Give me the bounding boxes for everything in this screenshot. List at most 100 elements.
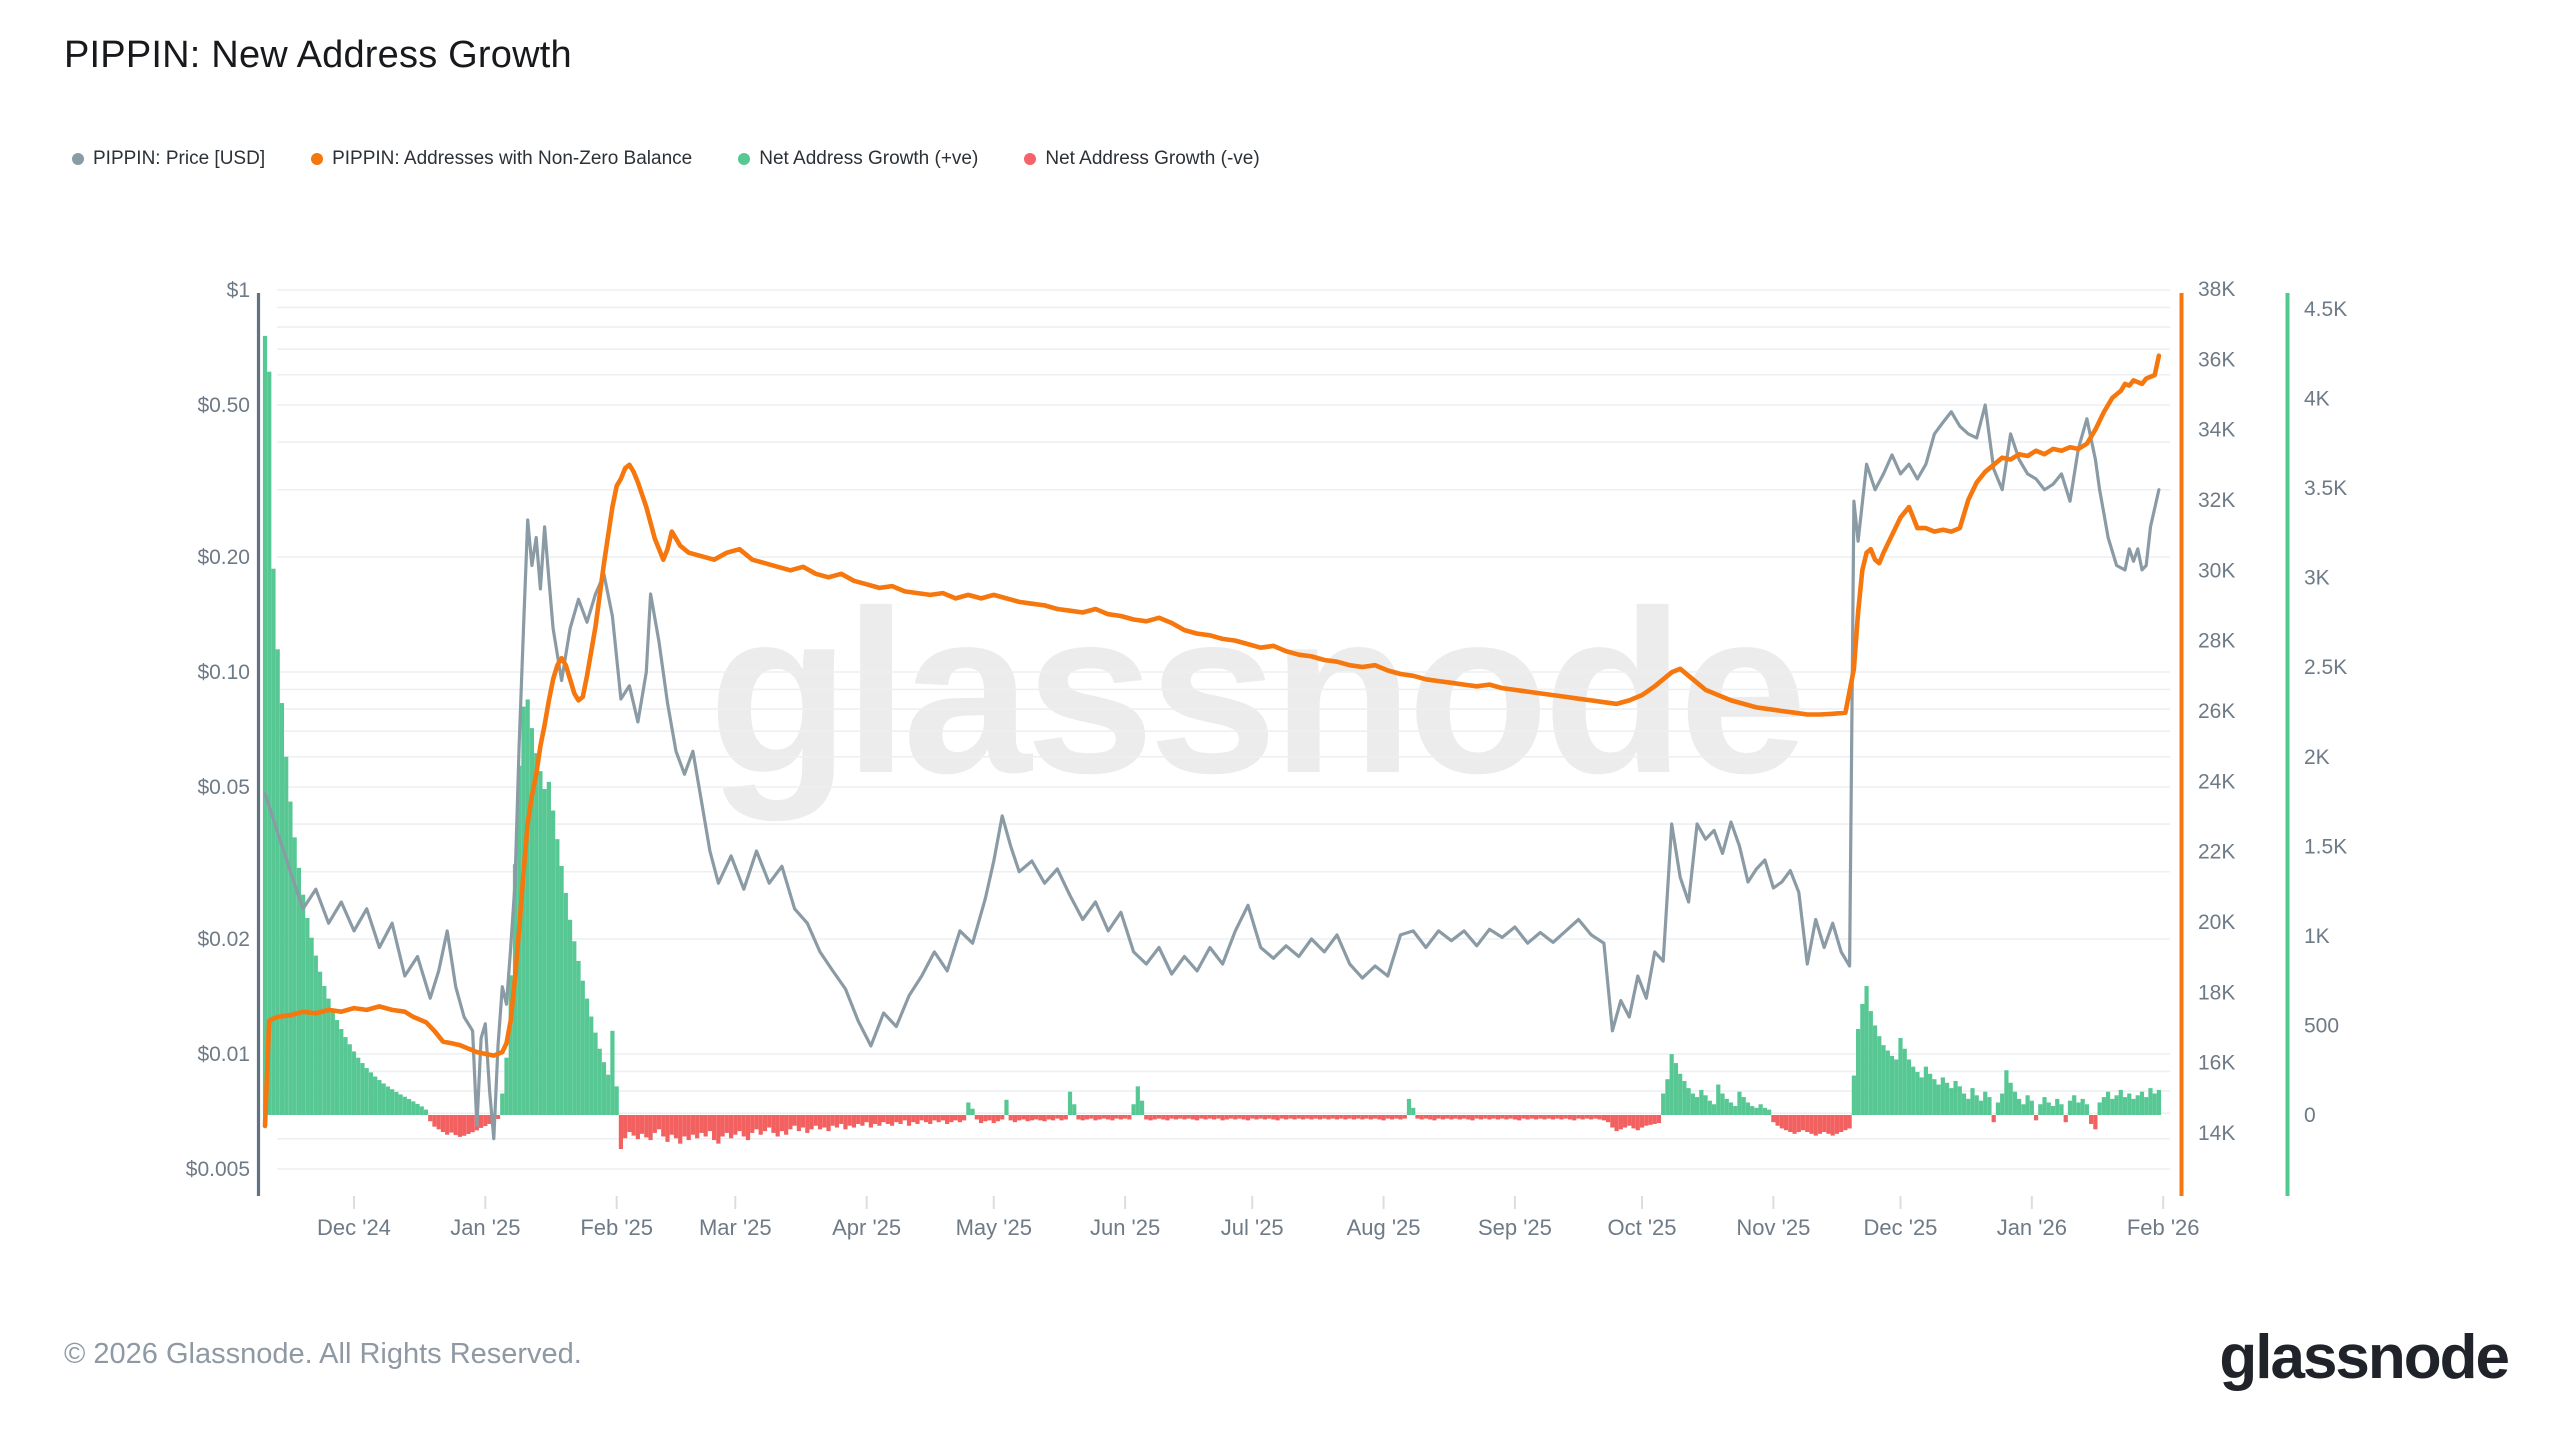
- net-growth-negative-bar: [1644, 1115, 1649, 1126]
- x-tick-label: Feb '26: [2127, 1215, 2200, 1240]
- net-growth-positive-bar: [2025, 1095, 2030, 1115]
- net-growth-negative-bar: [1394, 1115, 1399, 1119]
- net-growth-negative-bar: [741, 1115, 746, 1137]
- net-growth-positive-bar: [2076, 1102, 2081, 1115]
- net-growth-positive-bar: [2127, 1093, 2132, 1115]
- net-growth-negative-bar: [635, 1115, 640, 1140]
- net-growth-negative-bar: [470, 1115, 475, 1133]
- net-growth-negative-bar: [1296, 1115, 1301, 1119]
- net-growth-positive-bar: [390, 1089, 395, 1115]
- net-growth-negative-bar: [1017, 1115, 1022, 1121]
- net-growth-negative-bar: [1635, 1115, 1640, 1131]
- net-growth-negative-bar: [902, 1115, 907, 1121]
- legend-item-3[interactable]: Net Address Growth (-ve): [1024, 148, 1260, 170]
- net-growth-negative-bar: [1580, 1115, 1585, 1120]
- net-growth-negative-bar: [750, 1115, 755, 1133]
- net-growth-positive-bar: [1944, 1082, 1950, 1115]
- net-growth-positive-bar: [309, 937, 314, 1115]
- net-growth-positive-bar: [2055, 1098, 2060, 1115]
- net-growth-negative-bar: [949, 1115, 954, 1123]
- net-growth-negative-bar: [809, 1115, 814, 1130]
- net-growth-negative-bar: [1546, 1115, 1551, 1119]
- net-growth-negative-bar: [1186, 1115, 1191, 1119]
- net-growth-negative-bar: [728, 1115, 734, 1139]
- net-growth-positive-bar: [1067, 1091, 1073, 1115]
- net-growth-negative-bar: [1216, 1115, 1221, 1119]
- net-growth-negative-bar: [1207, 1115, 1212, 1119]
- net-growth-positive-bar: [2084, 1104, 2090, 1115]
- net-growth-negative-bar: [800, 1115, 806, 1128]
- net-growth-negative-bar: [1656, 1115, 1662, 1124]
- net-growth-negative-bar: [1288, 1115, 1293, 1119]
- net-growth-positive-bar: [1737, 1091, 1742, 1115]
- net-growth-negative-bar: [1220, 1115, 1225, 1121]
- net-growth-negative-bar: [1118, 1115, 1123, 1120]
- net-growth-positive-bar: [1711, 1104, 1717, 1115]
- net-growth-negative-bar: [1178, 1115, 1183, 1119]
- net-growth-positive-bar: [1928, 1073, 1933, 1115]
- net-growth-negative-bar: [703, 1115, 708, 1137]
- net-growth-negative-bar: [1487, 1115, 1492, 1120]
- legend-item-2[interactable]: Net Address Growth (+ve): [738, 148, 978, 170]
- net-growth-negative-bar: [639, 1115, 645, 1134]
- net-growth-negative-bar: [1123, 1115, 1128, 1119]
- net-growth-positive-bar: [1750, 1106, 1755, 1115]
- legend-item-label: PIPPIN: Addresses with Non-Zero Balance: [332, 148, 693, 169]
- net-growth-negative-bar: [1652, 1115, 1657, 1124]
- net-growth-negative-bar: [1364, 1115, 1369, 1119]
- net-growth-positive-bar: [1741, 1097, 1746, 1115]
- net-growth-positive-bar: [521, 706, 526, 1115]
- net-growth-positive-bar: [1898, 1037, 1903, 1115]
- net-growth-negative-bar: [1322, 1115, 1327, 1119]
- net-growth-positive-bar: [614, 1086, 619, 1115]
- net-growth-negative-bar: [928, 1115, 933, 1124]
- net-growth-negative-bar: [669, 1115, 674, 1135]
- net-growth-negative-bar: [805, 1115, 810, 1133]
- net-growth-negative-bar: [1517, 1115, 1522, 1121]
- net-growth-positive-bar: [411, 1101, 416, 1115]
- legend-dot-icon: [311, 153, 324, 165]
- glassnode-logo[interactable]: glassnode: [2219, 1323, 2510, 1392]
- net-growth-positive-bar: [339, 1029, 344, 1115]
- net-growth-negative-bar: [1627, 1115, 1632, 1126]
- net-growth-negative-bar: [1029, 1115, 1034, 1121]
- legend-item-1[interactable]: PIPPIN: Addresses with Non-Zero Balance: [311, 148, 692, 170]
- net-growth-positive-bar: [423, 1109, 429, 1115]
- legend-item-0[interactable]: PIPPIN: Price [USD]: [72, 148, 265, 170]
- net-growth-negative-bar: [1317, 1115, 1323, 1120]
- net-growth-negative-bar: [457, 1115, 463, 1137]
- net-growth-negative-bar: [445, 1115, 450, 1135]
- net-growth-negative-bar: [1622, 1115, 1628, 1128]
- net-growth-negative-bar: [716, 1115, 721, 1144]
- net-growth-negative-bar: [839, 1115, 844, 1124]
- net-growth-negative-bar: [1593, 1115, 1598, 1119]
- x-tick-label: Jun '25: [1090, 1215, 1160, 1240]
- net-growth-positive-bar: [1881, 1045, 1886, 1115]
- net-growth-negative-bar: [1423, 1115, 1429, 1119]
- net-growth-negative-bar: [1275, 1115, 1280, 1121]
- x-tick-label: Mar '25: [699, 1215, 772, 1240]
- net-growth-positive-bar: [313, 955, 318, 1115]
- x-tick-label: Jan '26: [1997, 1215, 2067, 1240]
- net-growth-positive-bar: [368, 1072, 374, 1115]
- net-growth-negative-bar: [1817, 1115, 1823, 1134]
- net-growth-tick-label: 2.5K: [2304, 656, 2347, 679]
- net-growth-negative-bar: [1788, 1115, 1793, 1133]
- price-tick-label: $0.10: [197, 661, 250, 684]
- net-growth-positive-bar: [610, 1030, 615, 1115]
- net-growth-negative-bar: [495, 1115, 501, 1119]
- net-growth-negative-bar: [1440, 1115, 1445, 1120]
- price-tick-label: $0.05: [197, 776, 250, 799]
- net-growth-negative-bar: [1385, 1115, 1390, 1119]
- net-growth-negative-bar: [1093, 1115, 1098, 1121]
- net-growth-positive-bar: [1919, 1077, 1924, 1115]
- price-tick-label: $0.01: [197, 1043, 250, 1066]
- net-growth-negative-bar: [1042, 1115, 1047, 1122]
- net-growth-negative-bar: [656, 1115, 662, 1130]
- net-growth-negative-bar: [1648, 1115, 1653, 1125]
- net-growth-positive-bar: [1072, 1104, 1077, 1115]
- addresses-tick-label: 36K: [2198, 348, 2235, 371]
- net-growth-positive-bar: [589, 1016, 594, 1115]
- net-growth-negative-bar: [1347, 1115, 1352, 1119]
